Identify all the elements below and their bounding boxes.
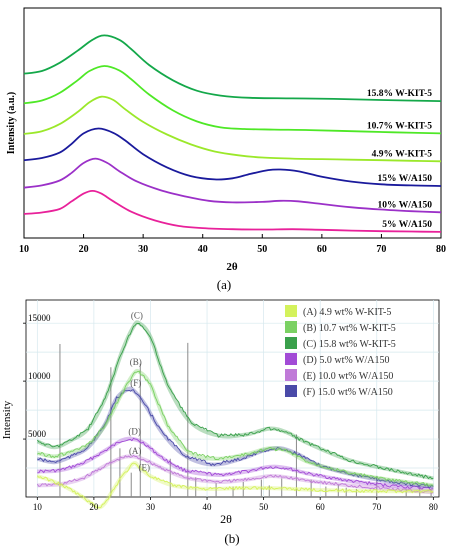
- panel-b-legend: (A) 4.9 wt% W-KIT-5 (B) 10.7 wt% W-KIT-5 (…: [285, 305, 396, 398]
- panel-a-series-line: [23, 34, 442, 102]
- panel-b-x-tick-label: 30: [146, 502, 156, 512]
- panel-b-series-line: [36, 462, 434, 509]
- panel-a-plot-frame: [23, 7, 442, 239]
- panel-b-x-tick-label: 20: [89, 502, 99, 512]
- panel-b: (C)(B)(F)(D)(A)(E) 10 20 30 40 50 60 70 8050001…: [1, 299, 440, 546]
- panel-a-x-tick-label: 50: [257, 244, 267, 255]
- panel-a-series-label: 15% W/A150: [378, 174, 433, 184]
- panel-b-x-tick-label: 50: [259, 502, 269, 512]
- panel-a-series-labels: 5% W/A150 10% W/A150 15% W/A150 4.9% W-KIT-…: [367, 89, 432, 230]
- panel-b-curves: [36, 320, 434, 510]
- panel-a-x-tick-label: 10: [19, 244, 29, 255]
- panel-a-x-axis-label: 2θ: [226, 261, 238, 273]
- panel-b-x-tick-label: 80: [429, 502, 439, 512]
- panel-b-y-tick-label: 15000: [28, 313, 51, 323]
- panel-b-series-line: [36, 454, 434, 494]
- panel-a-series-line: [23, 189, 442, 233]
- panel-b-legend-label: (E) 10.0 wt% W/A150: [303, 371, 393, 382]
- panel-b-peak-label: (E): [138, 462, 150, 472]
- panel-a-caption: (a): [217, 277, 231, 292]
- panel-b-legend-swatch: [285, 353, 297, 365]
- panel-b-peak-label: (F): [130, 378, 141, 388]
- panel-a-series-label: 10.7% W-KIT-5: [367, 121, 432, 131]
- panel-a-curves: [23, 34, 442, 233]
- panel-b-legend-swatch: [285, 385, 297, 397]
- panel-b-plot-frame: [25, 299, 440, 498]
- panel-b-legend-label: (C) 15.8 wt% W-KIT-5: [303, 339, 396, 350]
- panel-a-y-axis-label: Intensity (a.u.): [6, 92, 17, 155]
- panel-b-y-tick-label: 10000: [28, 371, 51, 381]
- panel-b-legend-label: (F) 15.0 wt% W/A150: [303, 387, 393, 398]
- panel-a-series-label: 10% W/A150: [378, 200, 433, 210]
- panel-a-series-label: 15.8% W-KIT-5: [367, 89, 432, 99]
- panel-b-x-tick-label: 40: [203, 502, 213, 512]
- panel-a-series-line: [23, 127, 442, 187]
- panel-b-legend-swatch: [285, 305, 297, 317]
- panel-b-legend-swatch: [285, 321, 297, 333]
- panel-b-caption: (b): [224, 531, 239, 546]
- panel-a-x-tick-label: 70: [376, 244, 386, 255]
- panel-b-x-axis-label: 2θ: [220, 512, 232, 526]
- panel-b-legend-label: (D) 5.0 wt% W/A150: [303, 355, 389, 366]
- panel-a-series-line: [23, 95, 442, 163]
- panel-a-x-tick-label: 80: [436, 244, 446, 255]
- panel-a-x-tick-label: 40: [198, 244, 208, 255]
- panel-b-series-line: [36, 323, 434, 480]
- panel-b-series-line: [37, 370, 434, 487]
- panel-b-grid: [26, 300, 439, 497]
- panel-b-x-tick-label: 70: [372, 502, 382, 512]
- panel-a-series-label: 5% W/A150: [382, 220, 432, 230]
- panel-a-x-tick-label: 30: [138, 244, 148, 255]
- panel-a-x-ticks: 10 20 30 40 50 60 70 80: [19, 234, 446, 255]
- panel-b-legend-label: (B) 10.7 wt% W-KIT-5: [303, 323, 396, 334]
- panel-b-x-tick-label: 10: [33, 502, 43, 512]
- panel-a-series-line: [23, 157, 442, 214]
- panel-b-peak-labels: (C) (B) (F) (D) (A) (E): [128, 311, 150, 473]
- panel-b-legend-label: (A) 4.9 wt% W-KIT-5: [303, 307, 391, 318]
- panel-a-series-line: [23, 65, 442, 135]
- panel-b-peak-label: (D): [128, 426, 141, 436]
- panel-a-x-tick-label: 60: [317, 244, 327, 255]
- panel-b-reference-lines: [59, 342, 432, 497]
- panel-b-y-tick-label: 5000: [28, 429, 47, 439]
- panel-b-legend-swatch: [285, 369, 297, 381]
- panel-b-legend-swatch: [285, 337, 297, 349]
- panel-b-x-tick-label: 60: [316, 502, 326, 512]
- panel-a: 10 20 30 40 50 60 70 80 5% W/A150 10% W/A150 15% …: [6, 7, 446, 292]
- panel-b-y-axis-label: Intensity: [1, 400, 13, 439]
- panel-b-series-line: [37, 437, 434, 491]
- panel-b-ticks: 10 20 30 40 50 60 70 80 5000 10000 15000: [23, 313, 438, 512]
- panel-b-peak-label: (A): [129, 446, 142, 456]
- panel-b-peak-label: (C): [131, 311, 143, 321]
- panel-b-peak-label: (B): [130, 357, 142, 367]
- panel-a-series-label: 4.9% W-KIT-5: [372, 149, 433, 159]
- panel-a-x-tick-label: 20: [79, 244, 89, 255]
